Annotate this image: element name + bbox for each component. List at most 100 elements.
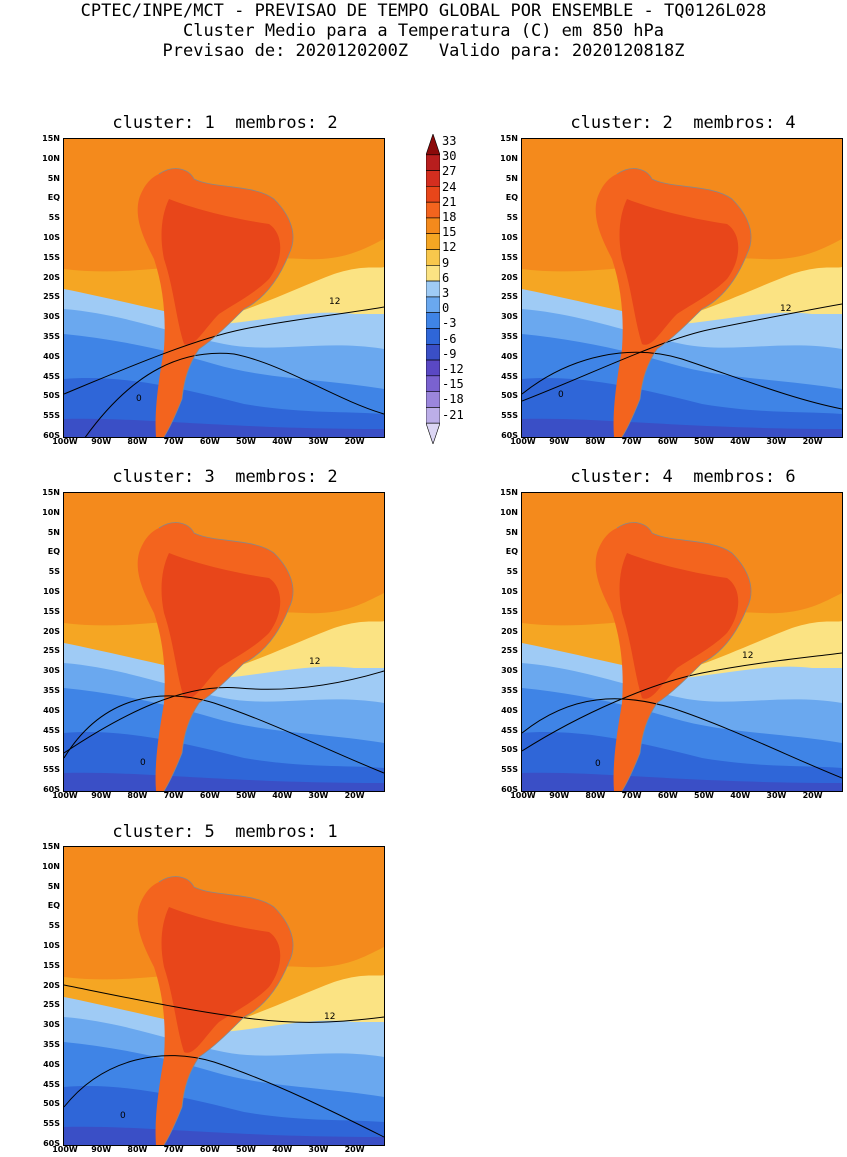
lat-tick-label: 20S — [501, 272, 518, 282]
lat-tick-label: 25S — [43, 1000, 60, 1010]
lon-tick-label: 50W — [236, 791, 256, 800]
contour-label-12: 12 — [324, 1012, 335, 1022]
lat-tick-label: 15N — [500, 134, 518, 143]
lat-tick-label: 40S — [501, 705, 518, 715]
lon-tick-label: 50W — [694, 437, 714, 446]
colorbar-label: -15 — [442, 377, 464, 392]
lat-tick-label: 30S — [43, 312, 60, 322]
lat-tick-label: 5S — [48, 567, 60, 577]
lat-tick-label: 10N — [42, 507, 60, 517]
colorbar — [426, 134, 440, 444]
lon-tick-label: 20W — [802, 791, 823, 800]
contour-label-0: 0 — [558, 390, 564, 400]
lon-tick-label: 70W — [163, 1145, 184, 1154]
lat-tick-label: 60S — [43, 431, 60, 440]
lon-tick-label: 80W — [127, 437, 148, 446]
lat-tick-label: 60S — [43, 1139, 60, 1148]
temperature-map: 12 0 — [522, 139, 842, 437]
lat-tick-label: 55S — [43, 411, 60, 421]
lat-tick-label: 55S — [43, 1119, 60, 1129]
colorbar-label: 30 — [442, 149, 457, 164]
colorbar-label: -21 — [442, 407, 464, 422]
contour-label-12: 12 — [309, 657, 320, 667]
lat-tick-label: 10N — [42, 153, 60, 163]
lon-tick-label: 40W — [272, 791, 293, 800]
lat-tick-label: 15N — [42, 842, 60, 851]
lat-tick-label: 40S — [43, 1059, 60, 1069]
lon-tick-label: 30W — [766, 791, 787, 800]
lat-tick-label: 50S — [43, 745, 60, 755]
lon-tick-label: 100W — [510, 791, 536, 800]
lat-tick-label: 25S — [43, 292, 60, 302]
lat-tick-label: 25S — [501, 646, 518, 656]
lat-tick-label: 35S — [501, 332, 518, 341]
chart-title-line2: Cluster Medio para a Temperatura (C) em … — [182, 21, 665, 41]
lat-tick-label: 55S — [501, 411, 518, 421]
temperature-map: 12 0 — [64, 493, 384, 791]
lat-tick-label: 15S — [43, 960, 60, 970]
lat-tick-label: 30S — [43, 1020, 60, 1030]
colorbar-swatch — [426, 217, 440, 235]
lat-tick-label: 10N — [42, 861, 60, 871]
lon-tick-label: 40W — [272, 437, 293, 446]
lat-tick-label: 50S — [501, 391, 518, 401]
lat-tick-label: 50S — [43, 391, 60, 401]
colorbar-swatch — [426, 201, 440, 219]
contour-label-12: 12 — [742, 651, 753, 661]
lon-tick-label: 50W — [236, 1145, 256, 1154]
lat-tick-label: 25S — [501, 292, 518, 302]
colorbar-swatch — [426, 343, 440, 361]
colorbar-label: 21 — [442, 194, 457, 209]
lon-tick-label: 30W — [766, 437, 787, 446]
panel-title-2: cluster: 2 membros: 4 — [570, 113, 796, 133]
lon-tick-label: 90W — [549, 791, 570, 800]
lat-tick-label: EQ — [47, 901, 60, 911]
lon-tick-label: 50W — [694, 791, 714, 800]
lon-tick-label: 70W — [163, 437, 184, 446]
lat-tick-label: 45S — [501, 725, 518, 735]
colorbar-swatch — [426, 375, 440, 392]
contour-label-0: 0 — [140, 758, 146, 768]
colorbar-label: 27 — [442, 164, 457, 179]
colorbar-swatch — [426, 359, 440, 377]
contour-label-0: 0 — [120, 1111, 126, 1121]
lat-tick-label: 15S — [43, 606, 60, 616]
lon-tick-label: 40W — [730, 791, 751, 800]
colorbar-label: 12 — [442, 240, 457, 255]
colorbar-label: -6 — [442, 331, 457, 346]
lat-tick-label: EQ — [47, 547, 60, 557]
lon-tick-label: 40W — [730, 437, 751, 446]
map-panel-5: 12 0 — [63, 846, 385, 1146]
colorbar-swatch — [426, 312, 440, 329]
map-panel-2: 12 0 — [521, 138, 843, 438]
lat-tick-label: 5S — [506, 567, 518, 577]
lon-tick-label: 80W — [585, 791, 606, 800]
colorbar-swatch — [426, 422, 440, 444]
lat-tick-label: 5S — [48, 921, 60, 931]
colorbar-swatch — [426, 280, 440, 298]
colorbar-swatch — [426, 249, 440, 266]
colorbar-label: 0 — [442, 301, 450, 316]
lat-tick-label: 5N — [47, 527, 60, 537]
contour-label-0: 0 — [136, 394, 142, 404]
lat-tick-label: 60S — [501, 785, 518, 794]
lon-tick-label: 70W — [621, 791, 642, 800]
colorbar-label: 3 — [442, 286, 450, 300]
lon-tick-label: 90W — [91, 791, 112, 800]
lat-tick-label: 20S — [43, 626, 60, 636]
lon-tick-label: 70W — [163, 791, 184, 800]
lon-tick-label: 100W — [52, 1145, 78, 1154]
lon-tick-label: 80W — [585, 437, 606, 446]
lat-tick-label: 15N — [42, 488, 60, 497]
lon-tick-label: 60W — [199, 1145, 220, 1154]
lat-tick-label: 45S — [43, 371, 60, 381]
colorbar-label: -3 — [442, 316, 457, 331]
lon-tick-label: 20W — [344, 437, 365, 446]
lon-tick-label: 50W — [236, 437, 256, 446]
chart-title-line3: Previsao de: 2020120200Z Valido para: 20… — [162, 41, 685, 61]
lon-tick-label: 100W — [510, 437, 536, 446]
lat-tick-label: 20S — [43, 272, 60, 282]
colorbar-swatch — [426, 296, 440, 313]
lat-tick-label: 10N — [500, 153, 518, 163]
lat-tick-label: 5S — [506, 213, 518, 223]
